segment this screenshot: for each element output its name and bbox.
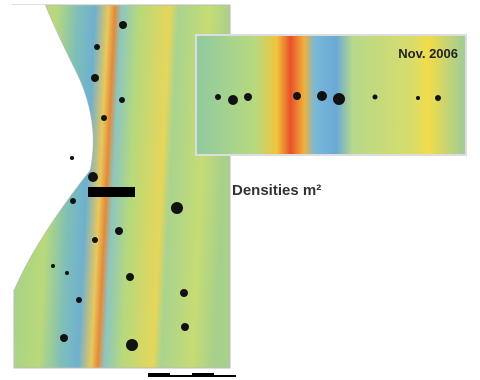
inset-label: Nov. 2006 [398,46,458,61]
map-figure: Nov. 2006 Densities m² [0,0,480,380]
legend-title: Densities m² [232,182,321,199]
transect-bar [88,187,135,197]
scale-bar [148,373,236,377]
